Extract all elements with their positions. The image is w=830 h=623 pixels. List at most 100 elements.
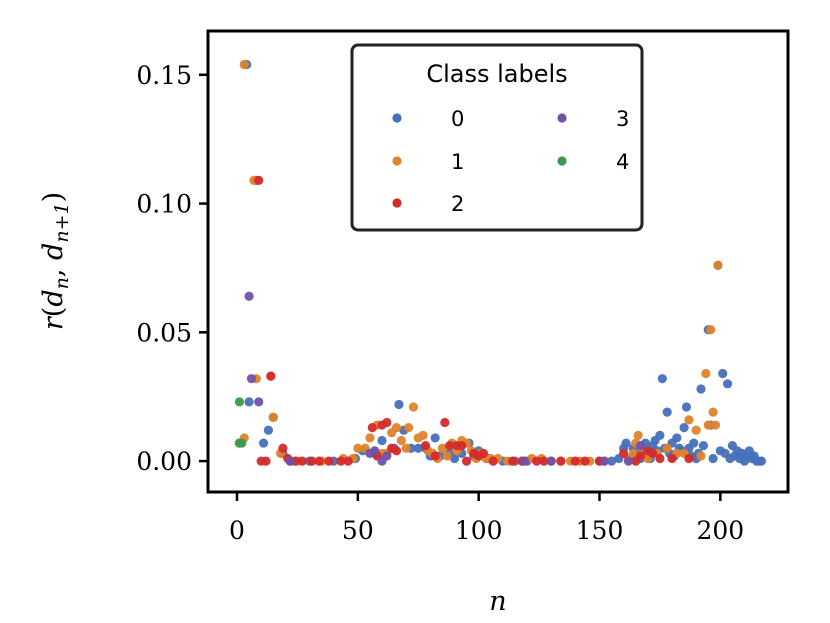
- data-point-series-2: [488, 456, 498, 466]
- data-point-series-3: [254, 397, 264, 407]
- y-axis-label-d1: d: [38, 289, 69, 306]
- data-point-series-1: [268, 412, 278, 422]
- x-tick-label: 0: [229, 516, 245, 545]
- data-point-series-2: [457, 441, 467, 451]
- data-point-series-1: [401, 443, 411, 453]
- data-point-series-3: [546, 456, 556, 466]
- legend-marker-4: [557, 156, 567, 166]
- data-point-series-2: [539, 456, 549, 466]
- data-point-series-2: [570, 456, 580, 466]
- data-point-series-2: [420, 441, 431, 451]
- data-point-series-1: [696, 451, 706, 461]
- series-4: [234, 397, 247, 448]
- data-point-series-1: [437, 443, 448, 453]
- data-point-series-1: [365, 433, 375, 443]
- legend-label-2: 2: [451, 192, 464, 216]
- legend-marker-3: [557, 113, 567, 123]
- legend-label-0: 0: [451, 107, 464, 131]
- data-point-series-2: [556, 456, 566, 466]
- data-point-series-3: [244, 291, 254, 301]
- data-point-series-2: [655, 453, 665, 464]
- data-point-series-2: [461, 456, 472, 466]
- data-point-series-2: [367, 423, 377, 433]
- data-point-series-3: [246, 374, 257, 384]
- x-axis-ticks: 0 50 100 150 200: [229, 492, 744, 545]
- data-point-series-0: [394, 399, 404, 410]
- data-point-series-0: [718, 368, 728, 379]
- data-point-series-0: [681, 402, 692, 412]
- data-point-series-2: [297, 456, 307, 466]
- legend-label-4: 4: [616, 150, 629, 174]
- data-point-series-4: [234, 397, 245, 407]
- data-point-series-3: [382, 451, 392, 461]
- data-point-series-4: [237, 438, 247, 448]
- data-point-series-0: [696, 384, 706, 394]
- data-point-series-3: [635, 441, 646, 451]
- legend-box: [350, 43, 644, 232]
- data-point-series-0: [430, 433, 440, 443]
- data-point-series-1: [408, 402, 419, 412]
- y-axis-label-open: (: [38, 307, 69, 318]
- legend-label-3: 3: [616, 107, 629, 131]
- y-axis-label-r: r: [38, 315, 69, 330]
- legend-marker-1: [392, 156, 402, 166]
- data-point-series-3: [285, 456, 295, 466]
- data-point-series-2: [314, 456, 324, 466]
- y-tick-label: 0.00: [136, 447, 192, 476]
- data-point-series-2: [580, 456, 590, 466]
- data-point-series-0: [244, 397, 254, 407]
- series-3: [244, 291, 646, 466]
- y-tick-label: 0.10: [136, 190, 192, 219]
- data-points: [234, 59, 767, 466]
- data-point-series-2: [684, 453, 694, 464]
- legend-entries: 0 1 2 3 4: [392, 107, 629, 216]
- data-point-series-1: [628, 448, 638, 458]
- data-point-series-0: [263, 425, 274, 435]
- data-point-series-1: [684, 415, 694, 425]
- data-point-series-2: [343, 456, 353, 466]
- y-axis-ticks: 0.00 0.05 0.10 0.15: [136, 61, 208, 476]
- data-point-series-1: [706, 325, 716, 335]
- data-point-series-1: [353, 443, 363, 453]
- data-point-series-1: [713, 260, 723, 270]
- data-point-series-0: [606, 456, 617, 466]
- data-point-series-0: [679, 423, 689, 433]
- data-point-series-2: [324, 456, 334, 466]
- data-point-series-0: [655, 430, 665, 440]
- data-point-series-0: [662, 407, 672, 417]
- data-point-series-0: [377, 435, 387, 446]
- y-tick-label: 0.05: [136, 318, 192, 347]
- data-point-series-2: [648, 448, 658, 458]
- data-point-series-2: [532, 456, 542, 466]
- data-point-series-2: [440, 417, 450, 428]
- data-point-series-2: [667, 453, 677, 464]
- data-point-series-0: [708, 453, 718, 464]
- data-point-series-1: [418, 430, 428, 440]
- data-point-series-2: [635, 451, 646, 461]
- y-tick-label: 0.15: [136, 61, 192, 90]
- y-axis-label-sub1: n: [51, 277, 73, 289]
- data-point-series-1: [708, 407, 718, 417]
- data-point-series-1: [703, 420, 713, 430]
- data-point-series-2: [391, 446, 402, 456]
- y-axis-label-close: ): [38, 192, 69, 203]
- data-point-series-2: [307, 456, 317, 466]
- legend: Class labels 0 1 2 3 4: [350, 43, 644, 232]
- y-axis-label-comma: ,: [38, 260, 69, 277]
- legend-marker-0: [392, 113, 402, 123]
- data-point-series-2: [254, 175, 264, 185]
- data-point-series-3: [599, 456, 609, 466]
- x-axis-label: n: [489, 586, 506, 617]
- data-point-series-1: [391, 423, 402, 433]
- data-point-series-1: [701, 368, 711, 379]
- data-point-series-2: [261, 456, 271, 466]
- data-point-series-1: [691, 425, 701, 435]
- x-tick-label: 200: [696, 516, 744, 545]
- data-point-series-0: [689, 438, 699, 448]
- data-point-series-0: [449, 453, 460, 464]
- y-axis-label-sub2: n+1: [51, 202, 73, 242]
- data-point-series-0: [258, 438, 269, 448]
- data-point-series-3: [623, 456, 634, 466]
- data-point-series-1: [239, 59, 249, 70]
